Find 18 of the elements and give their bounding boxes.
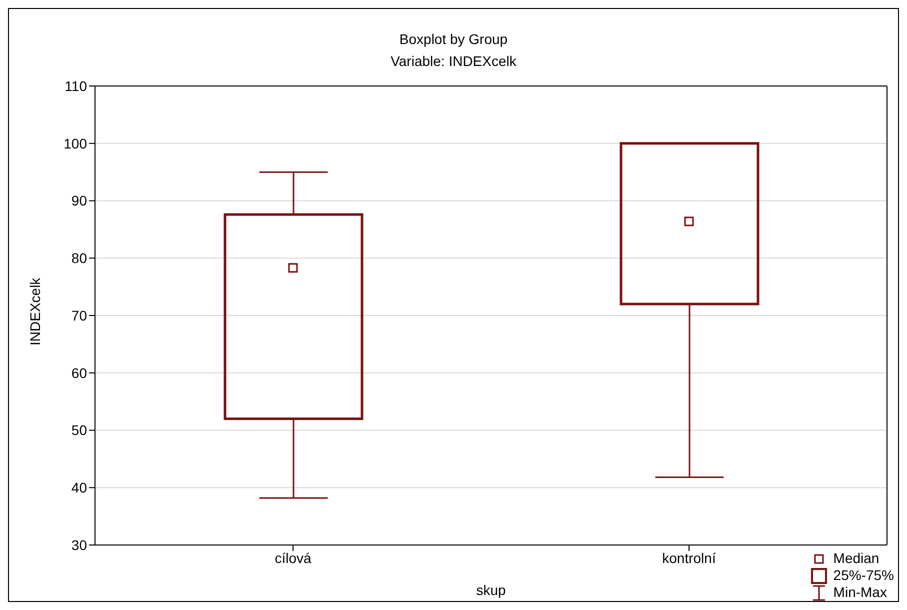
x-tick-label: kontrolní bbox=[662, 550, 716, 566]
y-tick-label: 40 bbox=[71, 480, 88, 496]
y-tick-label: 50 bbox=[71, 422, 88, 438]
y-tick-label: 60 bbox=[71, 364, 88, 381]
y-axis-title: INDEXcelk bbox=[26, 276, 43, 346]
chart-subtitle: Variable: INDEXcelk bbox=[390, 53, 518, 69]
x-tick-label: cílová bbox=[274, 550, 312, 566]
text: 25%-75% bbox=[833, 567, 894, 584]
y-tick-label: 70 bbox=[71, 307, 88, 324]
x-axis-title: skup bbox=[476, 582, 506, 598]
text: Median bbox=[833, 550, 880, 567]
text: Min-Max bbox=[833, 584, 887, 601]
y-tick-label: 90 bbox=[71, 192, 88, 209]
y-tick-label: 80 bbox=[71, 250, 88, 266]
y-tick-label: 30 bbox=[71, 536, 88, 553]
y-tick-label: 110 bbox=[64, 78, 88, 94]
y-tick-label: 100 bbox=[64, 135, 88, 152]
chart-title: Boxplot by Group bbox=[398, 31, 509, 47]
